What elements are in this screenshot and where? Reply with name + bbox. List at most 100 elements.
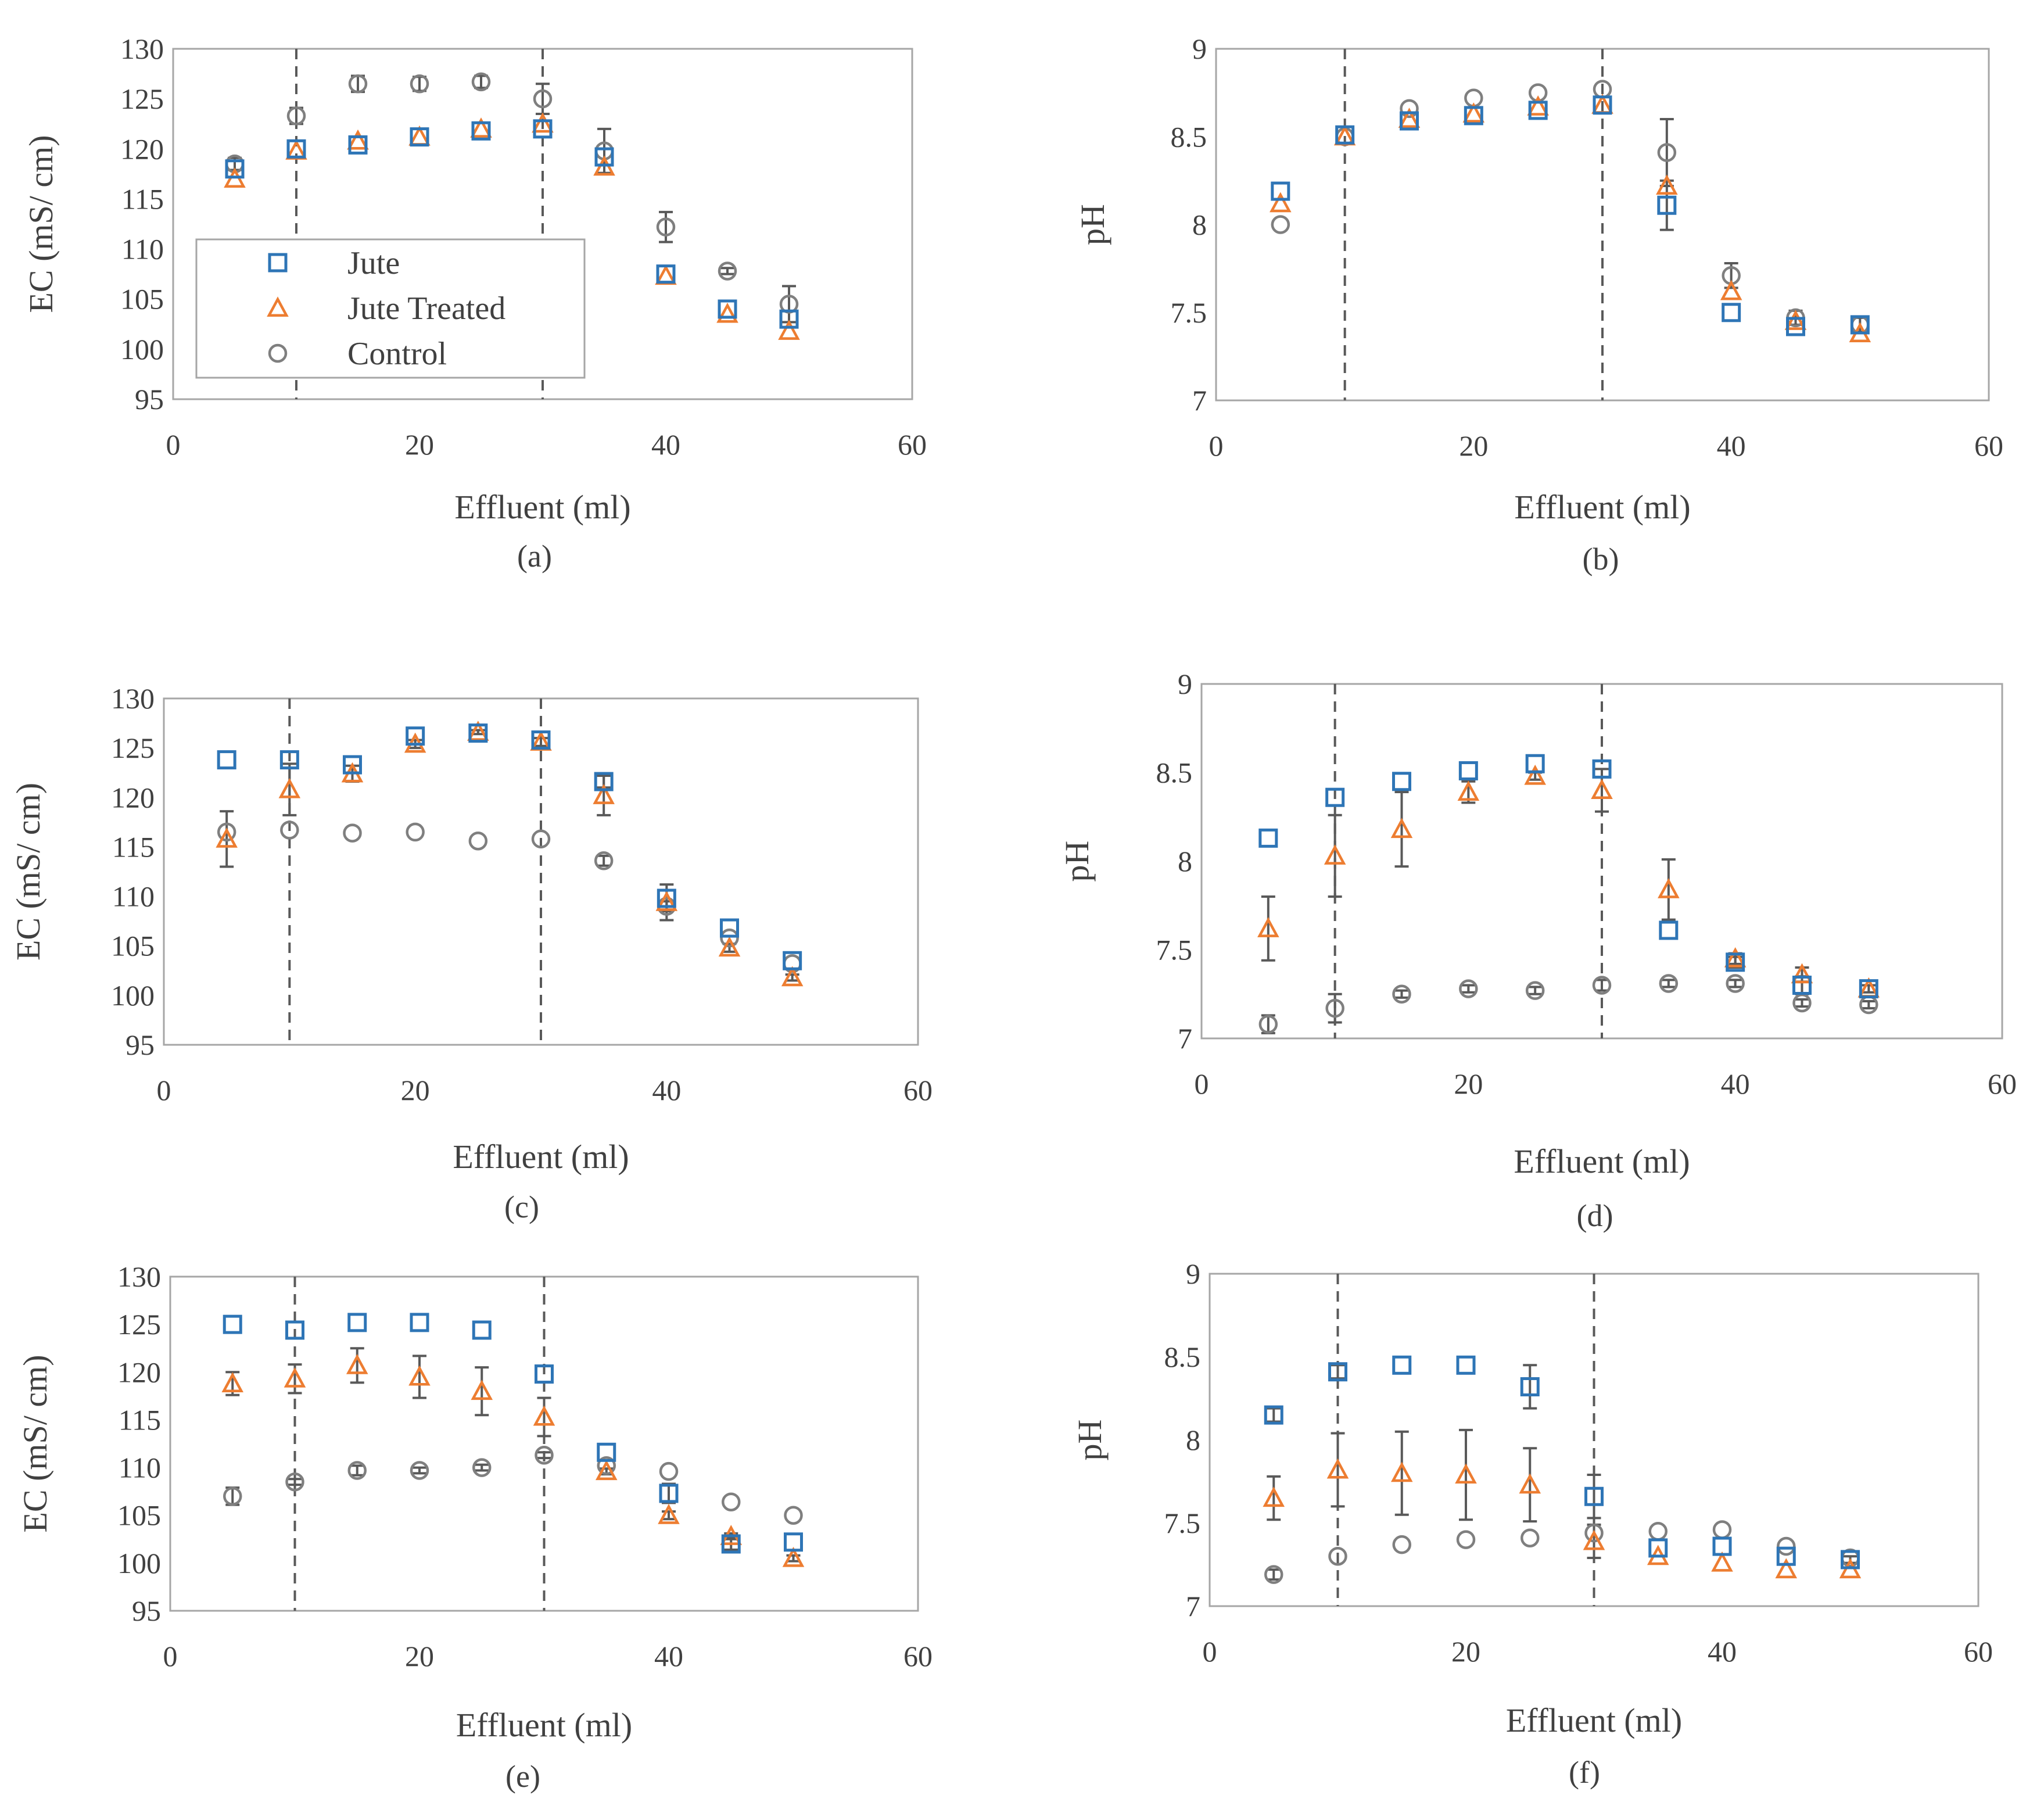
x-tick-label: 0 xyxy=(1203,1635,1217,1668)
data-point-jute xyxy=(1456,1355,1476,1375)
data-point-jute-treated xyxy=(1775,1558,1798,1579)
y-tick-label: 120 xyxy=(111,781,155,814)
data-point-jute-treated xyxy=(1324,844,1346,865)
data-point-control xyxy=(1264,1565,1283,1584)
data-point-jute-treated xyxy=(1462,102,1485,123)
data-point-jute xyxy=(1657,195,1677,215)
data-point-jute xyxy=(472,1320,492,1340)
data-point-jute xyxy=(1659,920,1679,940)
data-point-control xyxy=(1648,1522,1668,1541)
x-axis-title: Effluent (ml) xyxy=(456,1706,632,1744)
data-point-jute xyxy=(533,119,553,139)
x-tick-label: 60 xyxy=(1988,1067,2017,1100)
x-tick-label: 0 xyxy=(157,1074,171,1106)
y-tick-label: 7.5 xyxy=(1171,296,1207,329)
data-point-control xyxy=(217,822,236,842)
data-point-control xyxy=(1659,974,1679,993)
x-tick-label: 20 xyxy=(1459,429,1488,462)
data-point-control xyxy=(410,1461,429,1480)
panel-e: 95 100 105 110 115 120 125 130 0 20 40 60 Effluent (… xyxy=(16,1260,933,1794)
data-point-jute-treated xyxy=(1257,917,1279,937)
x-tick-label: 40 xyxy=(1708,1635,1737,1668)
data-point-jute-treated xyxy=(1583,1529,1605,1550)
data-point-jute xyxy=(1726,952,1745,972)
data-point-control xyxy=(1726,974,1745,993)
y-tick-label: 9 xyxy=(1186,1257,1200,1290)
data-point-jute xyxy=(1271,181,1290,201)
data-point-control xyxy=(1258,1015,1278,1034)
data-point-jute xyxy=(1392,1355,1412,1375)
panel-caption: (c) xyxy=(504,1189,539,1224)
data-point-jute-treated xyxy=(781,966,804,987)
data-point-jute xyxy=(1392,772,1411,791)
y-axis-title: pH xyxy=(1071,1420,1109,1461)
y-tick-label: 110 xyxy=(112,880,155,913)
x-tick-label: 20 xyxy=(1451,1635,1480,1668)
data-point-control xyxy=(286,106,306,126)
y-tick-label: 125 xyxy=(120,83,164,115)
data-point-jute xyxy=(721,1534,741,1554)
data-point-jute-treated xyxy=(1784,310,1807,330)
y-tick-label: 120 xyxy=(120,132,164,165)
legend-label-jute: Jute xyxy=(347,245,400,281)
data-point-jute xyxy=(410,1313,429,1332)
x-axis-title: Effluent (ml) xyxy=(1506,1701,1682,1739)
y-tick-label: 8 xyxy=(1192,209,1207,241)
x-tick-label: 0 xyxy=(166,428,181,461)
data-point-jute xyxy=(286,139,306,159)
data-point-control xyxy=(285,1472,304,1492)
data-point-jute-treated xyxy=(346,1354,368,1374)
data-point-jute-treated xyxy=(1390,818,1413,839)
data-point-control xyxy=(535,1445,554,1465)
x-axis-title: Effluent (ml) xyxy=(1514,488,1690,526)
x-tick-label: 40 xyxy=(651,428,680,461)
data-point-jute xyxy=(1335,125,1355,145)
x-tick-label: 0 xyxy=(1195,1067,1209,1100)
data-point-control xyxy=(656,217,676,237)
data-point-control xyxy=(468,831,488,851)
y-tick-label: 110 xyxy=(119,1452,161,1484)
y-tick-label: 95 xyxy=(132,1595,161,1627)
data-point-jute xyxy=(347,1313,367,1332)
data-point-jute xyxy=(1520,1377,1540,1396)
y-axis-title: pH xyxy=(1058,841,1096,882)
data-point-jute xyxy=(1258,828,1278,848)
data-point-jute-treated xyxy=(1724,947,1747,968)
data-point-jute xyxy=(1722,303,1741,323)
data-point-jute xyxy=(343,755,362,775)
data-point-control xyxy=(406,822,425,842)
data-point-jute xyxy=(1859,979,1878,999)
data-point-jute xyxy=(659,1484,679,1503)
x-tick-label: 40 xyxy=(654,1640,683,1672)
y-tick-label: 100 xyxy=(120,333,164,366)
y-tick-label: 115 xyxy=(121,182,164,215)
data-point-control xyxy=(718,261,737,281)
legend-label-jute-treated: Jute Treated xyxy=(347,291,505,327)
data-point-jute xyxy=(1400,111,1419,131)
data-point-jute xyxy=(1648,1538,1668,1558)
data-point-jute-treated xyxy=(471,1380,493,1400)
panel-caption: (a) xyxy=(517,539,552,574)
legend-marker-jute-treated xyxy=(267,296,289,317)
data-point-jute xyxy=(1464,106,1483,126)
data-point-jute xyxy=(223,1314,242,1334)
data-point-jute-treated xyxy=(284,1367,306,1388)
x-tick-label: 20 xyxy=(401,1074,430,1106)
x-tick-label: 20 xyxy=(405,1640,434,1672)
data-point-jute-treated xyxy=(1457,780,1480,801)
legend-marker-control xyxy=(268,343,288,363)
y-tick-label: 9 xyxy=(1192,33,1207,65)
y-tick-label: 7 xyxy=(1192,384,1207,417)
data-point-jute-treated xyxy=(470,117,492,138)
legend-label-control: Control xyxy=(347,336,447,372)
data-point-control xyxy=(472,1458,492,1477)
data-point-jute xyxy=(468,723,488,743)
y-tick-label: 8.5 xyxy=(1171,120,1207,153)
x-axis-title: Effluent (ml) xyxy=(453,1138,629,1176)
x-tick-label: 20 xyxy=(405,428,434,461)
y-tick-label: 125 xyxy=(117,1308,161,1341)
y-tick-label: 105 xyxy=(120,283,164,316)
data-point-jute xyxy=(410,127,429,147)
y-tick-label: 130 xyxy=(111,682,155,715)
data-point-control xyxy=(1712,1520,1732,1539)
